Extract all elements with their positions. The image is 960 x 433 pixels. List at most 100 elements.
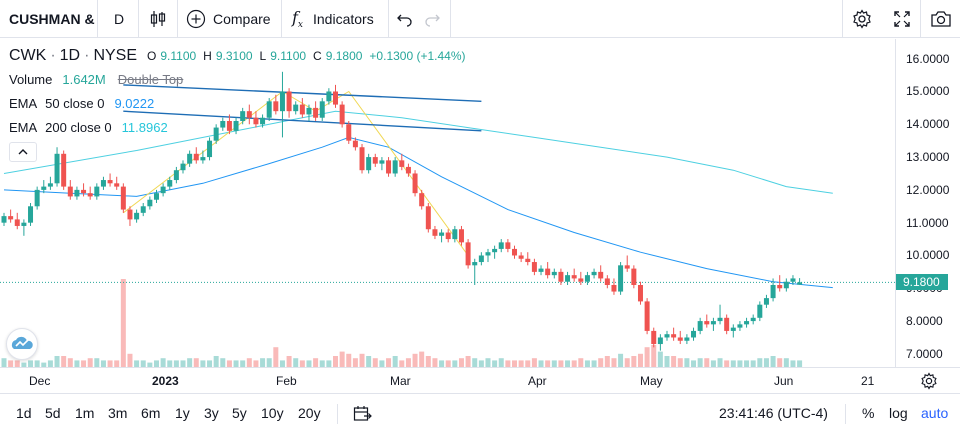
volume-bar <box>498 358 504 367</box>
chart-pane[interactable]: CWK · 1D · NYSE O 9.1100 H 9.3100 L 9.1100 … <box>0 39 895 367</box>
tradingview-logo[interactable] <box>6 328 38 360</box>
candle-body <box>657 337 663 345</box>
candle-body <box>432 229 438 236</box>
volume-bar <box>333 356 338 367</box>
time-label-jun: Jun <box>774 374 794 388</box>
range-20y[interactable]: 20y <box>298 405 321 421</box>
volume-bar <box>100 360 106 367</box>
volume-bar <box>226 360 232 367</box>
range-1m[interactable]: 1m <box>75 405 95 421</box>
candle-body <box>697 321 703 331</box>
range-1y[interactable]: 1y <box>175 405 190 421</box>
candle-body <box>604 278 610 285</box>
volume-bar <box>763 358 769 367</box>
volume-bar <box>293 358 299 367</box>
clock-timezone[interactable]: 23:41:46 (UTC-4) <box>719 405 828 421</box>
legend-ema50-row[interactable]: EMA 50 close 0 9.0222 <box>9 96 154 111</box>
candle-body <box>359 147 365 171</box>
log-scale-toggle[interactable]: log <box>889 405 908 421</box>
candle-body <box>240 111 246 121</box>
percent-scale-toggle[interactable]: % <box>862 405 875 421</box>
fullscreen-icon[interactable] <box>892 9 912 29</box>
calendar-goto-icon[interactable] <box>353 405 372 423</box>
interval-button[interactable]: D <box>114 0 124 38</box>
volume-bar <box>631 356 637 367</box>
volume-bar <box>107 360 113 367</box>
compare-button[interactable]: Compare <box>186 0 271 38</box>
candle-body <box>584 275 590 282</box>
undo-icon[interactable] <box>395 9 415 29</box>
camera-icon[interactable] <box>930 9 952 29</box>
volume-bar <box>697 358 703 367</box>
volume-bar <box>279 360 285 367</box>
ema50-value: 9.0222 <box>114 96 155 111</box>
candle-body <box>386 160 392 174</box>
range-3m[interactable]: 3m <box>108 405 128 421</box>
candle-body <box>578 278 584 282</box>
volume-bar <box>326 360 332 367</box>
volume-bar <box>744 360 750 367</box>
volume-bar <box>207 360 213 367</box>
candle-body <box>531 262 537 272</box>
volume-bar <box>21 362 27 367</box>
range-1d[interactable]: 1d <box>16 405 32 421</box>
range-10y[interactable]: 10y <box>261 405 284 421</box>
volume-bar <box>691 360 697 367</box>
price-axis-label: 14.0000 <box>906 117 950 132</box>
volume-bar <box>47 360 53 367</box>
range-5y[interactable]: 5y <box>232 405 247 421</box>
candle-body <box>339 104 345 125</box>
candle-body <box>147 199 153 207</box>
volume-bar <box>87 358 93 367</box>
legend-ema200-row[interactable]: EMA 200 close 0 11.8962 <box>9 120 168 135</box>
axis-settings-icon[interactable] <box>920 372 938 390</box>
volume-bar <box>233 360 239 367</box>
volume-value: 1.642M <box>62 72 106 87</box>
candle-body <box>777 285 783 289</box>
price-axis-label: 13.0000 <box>906 150 950 165</box>
candle-body <box>120 186 126 210</box>
price-axis[interactable]: 16.0000 15.0000 14.0000 13.0000 12.0000 11.00… <box>895 39 960 367</box>
candle-body <box>644 301 650 331</box>
volume-bar <box>14 360 20 367</box>
candle-body <box>34 189 40 207</box>
candle-body <box>220 121 226 128</box>
pattern-label[interactable]: Double Top <box>117 72 184 87</box>
auto-scale-toggle[interactable]: auto <box>921 405 949 421</box>
volume-bar <box>120 279 126 367</box>
interval-label: D <box>114 11 125 27</box>
volume-bar <box>425 356 431 367</box>
volume-bar <box>313 358 319 367</box>
candle-body <box>114 183 120 187</box>
symbol-search[interactable]: CUSHMAN & <box>9 0 95 38</box>
plus-circle-icon <box>186 9 206 29</box>
legend-close-key: C <box>313 49 322 63</box>
time-label-feb: Feb <box>276 374 297 388</box>
range-6m[interactable]: 6m <box>141 405 161 421</box>
price-axis-label: 15.0000 <box>906 84 950 99</box>
gear-icon[interactable] <box>852 9 872 29</box>
candle-body <box>445 232 451 240</box>
range-5d[interactable]: 5d <box>45 405 61 421</box>
candle-chart-type-icon[interactable] <box>148 9 168 29</box>
volume-bar <box>797 360 803 367</box>
candle-body <box>465 242 471 266</box>
time-axis[interactable]: Dec 2023 Feb Mar Apr May Jun 21 <box>0 367 960 394</box>
volume-bar <box>147 362 153 367</box>
candle-body <box>498 242 504 249</box>
legend-volume-row[interactable]: Volume 1.642M Double Top <box>9 72 183 87</box>
candle-body <box>260 117 266 125</box>
price-chart[interactable] <box>0 39 895 367</box>
legend-symbol: CWK <box>9 47 47 64</box>
indicators-button[interactable]: fx Indicators <box>292 0 374 38</box>
legend-collapse-button[interactable] <box>9 142 37 162</box>
candle-body <box>518 255 524 259</box>
candle-body <box>730 327 736 331</box>
volume-label: Volume <box>9 72 53 87</box>
redo-icon[interactable] <box>422 9 442 29</box>
candle-body <box>213 127 219 141</box>
candle-body <box>379 160 385 164</box>
range-3y[interactable]: 3y <box>204 405 219 421</box>
candle-body <box>293 104 299 112</box>
volume-bar <box>160 358 166 367</box>
